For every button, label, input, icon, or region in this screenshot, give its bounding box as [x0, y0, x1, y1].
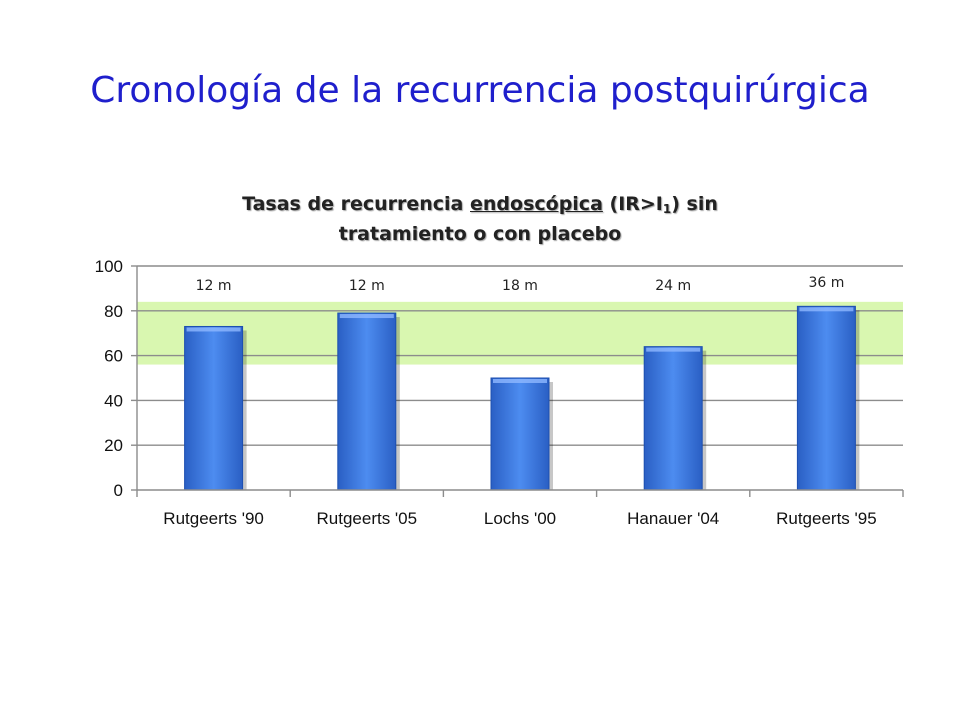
- bar-highlight: [493, 379, 547, 383]
- chart-title-paren-open: (IR>I: [602, 193, 663, 215]
- y-tick-label: 60: [104, 347, 123, 366]
- y-tick-label: 100: [95, 257, 123, 276]
- bar-highlight: [186, 327, 241, 332]
- chart-title-prefix: Tasas de recurrencia: [242, 193, 470, 215]
- highlight-band: [137, 301, 903, 365]
- bar-duration-label: 36 m: [808, 275, 844, 291]
- y-tick-label: 20: [104, 436, 123, 455]
- bar: [796, 305, 856, 491]
- chart-title-subscript: 1: [662, 202, 672, 216]
- chart-title-line2: tratamiento o con placebo: [338, 223, 622, 245]
- bar-duration-label: 12 m: [349, 278, 385, 294]
- x-category-label: Lochs '00: [484, 509, 556, 528]
- slide-title: Cronología de la recurrencia postquirúrg…: [90, 70, 870, 111]
- bar: [490, 377, 550, 491]
- x-category-label: Hanauer '04: [627, 509, 719, 528]
- chart-title-paren-close: ) sin: [671, 193, 718, 215]
- bar-highlight: [646, 347, 701, 352]
- x-category-label: Rutgeerts '95: [776, 509, 877, 528]
- y-tick-label: 0: [114, 481, 123, 500]
- bar-duration-label: 18 m: [502, 278, 538, 294]
- chart-title-underlined: endoscópica: [470, 193, 603, 215]
- x-category-label: Rutgeerts '05: [317, 509, 418, 528]
- x-category-label: Rutgeerts '90: [163, 509, 264, 528]
- bar-highlight: [799, 307, 854, 312]
- y-tick-label: 40: [104, 391, 123, 410]
- bar-highlight: [339, 314, 394, 319]
- bar: [643, 346, 703, 491]
- y-tick-label: 80: [104, 302, 123, 321]
- chart-title: Tasas de recurrencia endoscópica (IR>I1)…: [150, 192, 810, 247]
- bar-duration-label: 24 m: [655, 278, 691, 294]
- bar: [337, 312, 397, 491]
- bar-duration-label: 12 m: [196, 278, 232, 294]
- bar: [184, 325, 244, 491]
